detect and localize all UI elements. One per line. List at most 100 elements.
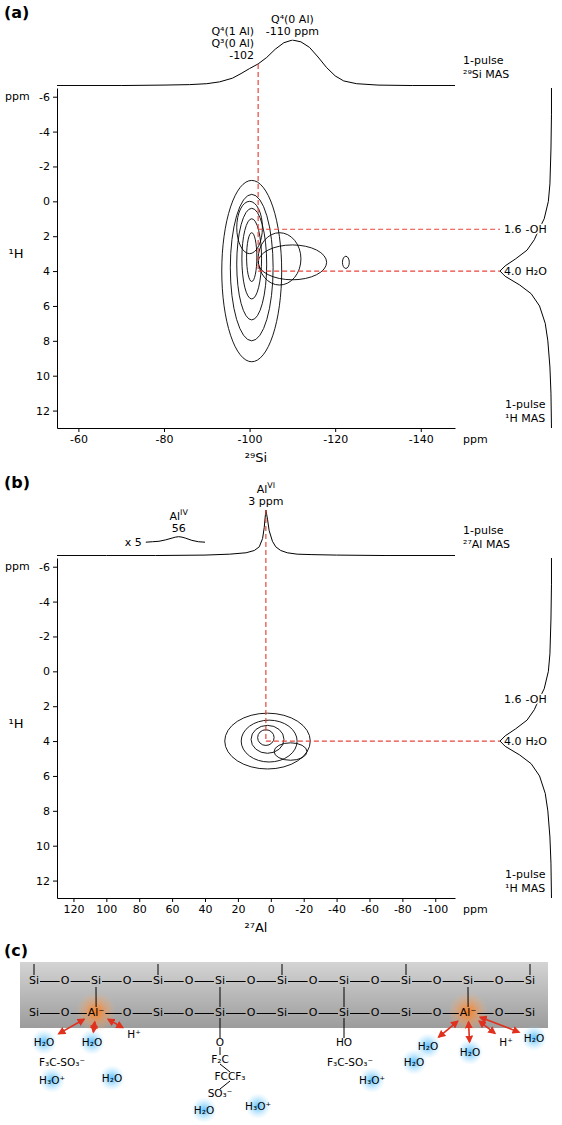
y-tick-label: -2	[39, 630, 50, 643]
bond	[505, 1013, 524, 1014]
y-tick-label: 8	[43, 805, 50, 818]
surface-atom: Si	[277, 974, 287, 987]
x-tick-label: -100	[423, 903, 448, 916]
species-label: H₃O⁺	[359, 1074, 385, 1086]
surface-atom: Si	[215, 974, 225, 987]
peak-label: Q³(0 Al)	[211, 37, 254, 50]
contour-line	[342, 256, 349, 268]
peak-label: AlVI	[257, 481, 275, 496]
y-tick: -2	[39, 630, 57, 643]
y-tick-mark	[53, 846, 57, 847]
x-tick-mark	[435, 898, 436, 902]
bond	[443, 981, 462, 982]
peak-position: -110 ppm	[266, 25, 319, 38]
bond	[319, 1013, 338, 1014]
contour-line	[258, 245, 326, 280]
species-label: H₃O⁺	[245, 1100, 271, 1112]
label-text: Al	[257, 483, 268, 496]
x-tick-label: -60	[361, 903, 379, 916]
x-tick: -80	[156, 428, 174, 446]
x-tick-mark	[164, 428, 165, 432]
y-tick-mark	[53, 881, 57, 882]
y-axis: -6-4-2024681012	[36, 89, 58, 429]
bond	[40, 981, 60, 982]
diagram: (c)SiOSiOSiOSiOSiOSiOSiOSiOSiSiOAl⁻OSiOS…	[4, 941, 548, 1123]
y-axis-title: ¹H	[9, 246, 24, 261]
x-tick: -140	[409, 428, 434, 446]
bond	[344, 1018, 345, 1038]
x-unit-label: ppm	[463, 903, 488, 916]
y-tick-label: -2	[39, 160, 50, 173]
y-tick: 12	[36, 875, 57, 888]
surface-atom: O	[309, 974, 318, 987]
bond	[71, 981, 90, 982]
side-peak-label: 1.6-OH	[504, 223, 547, 236]
spectrum-name-line: ¹H MAS	[505, 882, 545, 895]
x-tick-label: 60	[166, 903, 180, 916]
water-glow	[31, 1029, 57, 1055]
y-tick: 4	[43, 265, 57, 278]
peak-position: 3 ppm	[248, 495, 283, 508]
y-tick-mark	[53, 132, 57, 133]
side-spectrum	[500, 558, 551, 898]
bond	[96, 987, 97, 1007]
x-tick-label: 80	[133, 903, 147, 916]
spectrum-name-line: ¹H MAS	[505, 412, 545, 425]
surface-atom: O	[495, 974, 504, 987]
species-label: H₂O	[82, 1036, 102, 1048]
x-tick-mark	[304, 898, 305, 902]
y-tick-mark	[53, 271, 57, 272]
species-label: H⁺	[499, 1036, 512, 1048]
x-tick-label: -140	[409, 433, 434, 446]
bond	[474, 981, 494, 982]
x-tick: -80	[394, 898, 412, 916]
species-label: HO	[336, 1036, 352, 1048]
peak-position: 4.0	[504, 735, 522, 748]
x-tick: -40	[328, 898, 346, 916]
surface-atom: O	[247, 974, 256, 987]
surface-atom: O	[371, 1006, 380, 1019]
y-tick: 6	[43, 770, 57, 783]
species-label: H₂O	[418, 1040, 438, 1052]
surface-atom: Al⁻	[88, 1006, 105, 1019]
surface-atom: O	[123, 1006, 132, 1019]
y-tick-label: 10	[36, 840, 50, 853]
panel: (b)120100806040200-20-40-60-80-100-6-4-2…	[4, 473, 551, 935]
glows	[31, 992, 547, 1123]
bond	[319, 981, 338, 982]
interaction-arrow	[479, 1021, 495, 1033]
spectrum-name-line: ²⁷Al MAS	[463, 538, 510, 551]
bond	[102, 981, 122, 982]
species-label: FCCF₃	[215, 1070, 246, 1082]
y-tick: 12	[36, 405, 57, 418]
bond	[164, 1013, 184, 1014]
peak-position: 56	[172, 522, 186, 535]
x-tick-label: -120	[323, 433, 348, 446]
surface-atom: Si	[91, 974, 101, 987]
y-tick-label: -6	[39, 561, 50, 574]
x-tick-mark	[271, 898, 272, 902]
bond	[350, 1013, 370, 1014]
spectrum-line	[57, 510, 455, 556]
y-tick: 4	[43, 735, 57, 748]
spectrum-line	[500, 558, 551, 898]
bond	[412, 1013, 432, 1014]
y-tick-mark	[53, 636, 57, 637]
side-peak-label: 4.0H₂O	[504, 735, 547, 748]
guides	[266, 510, 500, 741]
y-tick: 8	[43, 805, 57, 818]
bonds	[34, 964, 530, 1089]
label-superscript: IV	[180, 508, 188, 517]
surface-atom: O	[247, 1006, 256, 1019]
bond	[350, 981, 370, 982]
y-tick: 10	[36, 840, 57, 853]
x-tick-label: -80	[394, 903, 412, 916]
y-tick-mark	[53, 166, 57, 167]
bond	[226, 1013, 246, 1014]
spectrum-name: 1-pulse¹H MAS	[505, 398, 546, 425]
water-glow	[245, 1093, 271, 1119]
x-tick: -100	[238, 428, 263, 446]
x-unit-label: ppm	[463, 433, 488, 446]
label-text: Al	[170, 510, 181, 523]
y-tick-label: 0	[43, 195, 50, 208]
